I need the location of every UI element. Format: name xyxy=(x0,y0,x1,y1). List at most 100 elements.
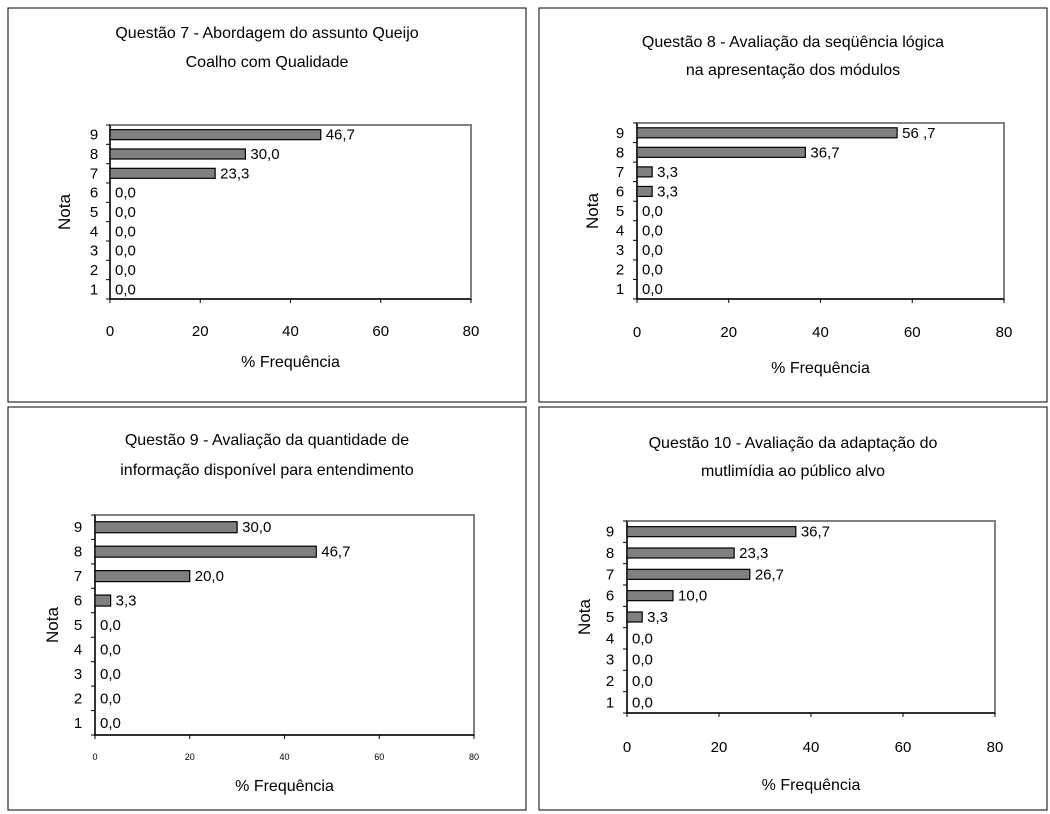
data-label: 46,7 xyxy=(321,544,350,561)
data-label: 0,0 xyxy=(642,223,663,240)
data-label: 0,0 xyxy=(100,666,121,683)
data-label: 0,0 xyxy=(115,185,136,202)
data-label: 0,0 xyxy=(115,243,136,260)
chart-1: Questão 7 - Abordagem do assunto Queijo C… xyxy=(7,7,527,403)
data-label: 26,7 xyxy=(755,566,784,583)
data-label: 3,3 xyxy=(657,183,678,200)
y-tick-label: 7 xyxy=(74,568,82,585)
y-tick-label: 3 xyxy=(90,243,98,260)
y-tick-label: 9 xyxy=(616,125,624,142)
data-label: 10,0 xyxy=(678,588,707,605)
y-axis-label: Nota xyxy=(575,599,594,635)
x-tick-label: 0 xyxy=(623,739,631,756)
y-tick-label: 2 xyxy=(74,690,82,707)
x-tick-label: 40 xyxy=(812,324,829,341)
y-tick-label: 5 xyxy=(90,204,98,221)
data-label: 0,0 xyxy=(100,715,121,732)
x-tick-label: 20 xyxy=(185,752,195,762)
y-tick-label: 6 xyxy=(606,588,614,605)
y-axis-label: Nota xyxy=(583,193,602,229)
x-tick-label: 40 xyxy=(282,323,299,340)
chart-frame xyxy=(7,7,527,403)
y-tick-label: 7 xyxy=(606,566,614,583)
y-axis-label: Nota xyxy=(43,607,62,643)
y-tick-label: 2 xyxy=(90,262,98,279)
data-label: 0,0 xyxy=(642,242,663,259)
y-tick-label: 1 xyxy=(616,281,624,298)
y-tick-label: 6 xyxy=(90,185,98,202)
x-tick-label: 60 xyxy=(895,739,912,756)
bar xyxy=(636,185,653,198)
data-label: 20,0 xyxy=(195,568,224,585)
y-tick-label: 7 xyxy=(616,164,624,181)
data-label: 0,0 xyxy=(632,694,653,711)
x-tick-label: 80 xyxy=(996,324,1013,341)
chart-3: Questão 9 - Avaliação da quantidade de in… xyxy=(7,406,527,811)
data-label: 0,0 xyxy=(115,204,136,221)
chart-frame xyxy=(538,406,1048,811)
data-label: 30,0 xyxy=(242,519,271,536)
bar xyxy=(94,594,112,607)
x-tick-label: 20 xyxy=(192,323,209,340)
bar xyxy=(626,568,751,580)
x-tick-label: 20 xyxy=(720,324,737,341)
y-tick-label: 3 xyxy=(606,652,614,669)
y-tick-label: 9 xyxy=(606,524,614,541)
x-tick-label: 20 xyxy=(711,739,728,756)
data-label: 23,3 xyxy=(739,545,768,562)
y-axis-label: Nota xyxy=(55,194,74,230)
bar xyxy=(94,570,191,583)
y-tick-label: 8 xyxy=(90,146,98,163)
y-tick-label: 6 xyxy=(616,183,624,200)
x-tick-label: 80 xyxy=(987,739,1004,756)
x-axis-label: % Frequência xyxy=(771,360,870,377)
y-tick-label: 3 xyxy=(74,666,82,683)
data-label: 23,3 xyxy=(220,165,249,182)
x-axis-label: % Frequência xyxy=(235,778,334,795)
x-tick-label: 80 xyxy=(463,323,480,340)
chart-2: Questão 8 - Avaliação da seqüência lógic… xyxy=(538,7,1048,403)
y-tick-label: 1 xyxy=(606,694,614,711)
chart-title: Coalho com Qualidade xyxy=(186,54,349,71)
y-tick-label: 1 xyxy=(90,281,98,298)
y-tick-label: 9 xyxy=(74,519,82,536)
y-tick-label: 4 xyxy=(90,223,98,240)
data-label: 0,0 xyxy=(100,690,121,707)
chart-title: Questão 9 - Avaliação da quantidade de xyxy=(125,432,409,449)
data-label: 36,7 xyxy=(810,144,839,161)
bar xyxy=(109,167,216,179)
y-tick-label: 3 xyxy=(616,242,624,259)
x-axis-label: % Frequência xyxy=(241,354,340,371)
bar xyxy=(94,521,238,534)
x-tick-label: 0 xyxy=(633,324,641,341)
bar xyxy=(626,590,674,602)
bar xyxy=(626,547,735,559)
chart-title: na apresentação dos módulos xyxy=(686,62,900,79)
data-label: 0,0 xyxy=(642,262,663,279)
bar xyxy=(626,526,797,538)
chart-title: Questão 7 - Abordagem do assunto Queijo xyxy=(115,25,418,42)
data-label: 0,0 xyxy=(100,641,121,658)
y-tick-label: 2 xyxy=(616,262,624,279)
data-label: 30,0 xyxy=(250,146,279,163)
data-label: 0,0 xyxy=(100,617,121,634)
data-label: 3,3 xyxy=(657,164,678,181)
chart-title: Questão 10 - Avaliação da adaptação do xyxy=(649,435,938,452)
y-tick-label: 4 xyxy=(606,630,614,647)
y-tick-label: 5 xyxy=(74,617,82,634)
bar xyxy=(94,545,317,558)
data-label: 0,0 xyxy=(115,262,136,279)
data-label: 36,7 xyxy=(801,524,830,541)
x-axis-label: % Frequência xyxy=(762,777,861,794)
data-label: 0,0 xyxy=(632,652,653,669)
chart-title: informação disponível para entendimento xyxy=(120,462,414,479)
bar xyxy=(626,611,643,623)
chart-frame xyxy=(538,7,1048,403)
y-tick-label: 5 xyxy=(606,609,614,626)
chart-4: Questão 10 - Avaliação da adaptação do mu… xyxy=(538,406,1048,811)
y-tick-label: 4 xyxy=(74,641,82,658)
bar xyxy=(109,148,246,160)
data-label: 0,0 xyxy=(115,281,136,298)
data-label: 0,0 xyxy=(632,673,653,690)
